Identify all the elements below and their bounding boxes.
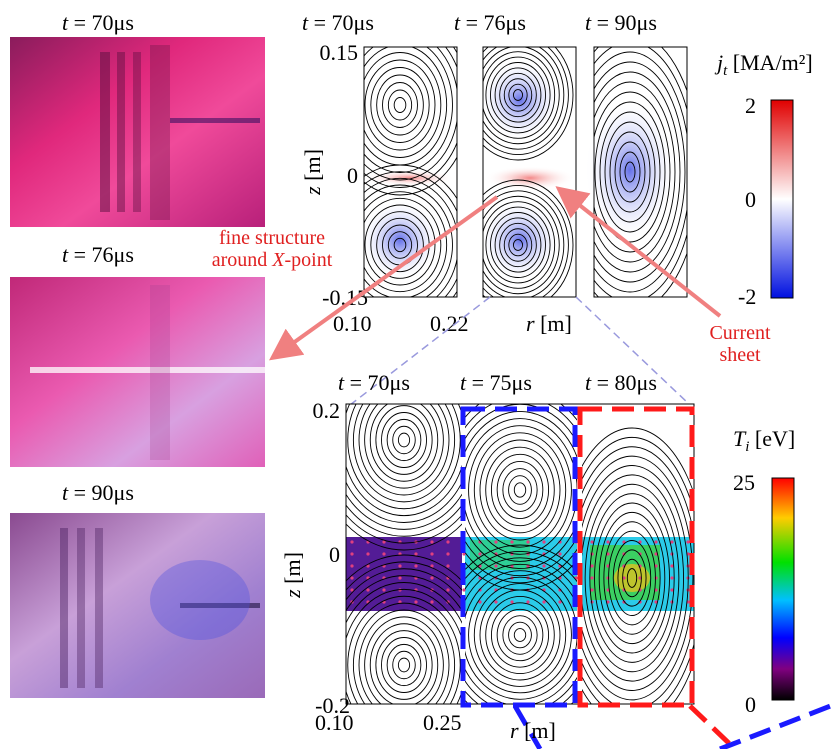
svg-text:t = 76μs: t = 76μs — [62, 242, 134, 267]
ti-colorbar-unit: [eV] — [749, 426, 795, 451]
photo-3-label-value: = 90μs — [68, 480, 134, 505]
jt-colorbar — [770, 99, 794, 299]
top-time-2-value: = 76μs — [460, 10, 526, 35]
photo-2-label-var: t — [62, 242, 69, 267]
photo-panel-2: t = 76μs — [10, 242, 265, 467]
box-75us — [460, 406, 578, 708]
current-sheet-glow — [30, 367, 265, 373]
svg-text:t = 80μs: t = 80μs — [585, 370, 657, 395]
top-panel: t = 70μs t = 76μs t = 90μs 0.15 0 -0.15 … — [300, 10, 813, 336]
jt-colorbar-sub: t — [723, 63, 728, 79]
bottom-ytick-mid: 0 — [329, 542, 340, 567]
top-ytick-mid: 0 — [347, 163, 358, 188]
ti-colorbar-tick-max: 25 — [733, 470, 755, 495]
ti-band-70us — [346, 537, 462, 611]
top-xtick-right: 0.22 — [430, 311, 469, 336]
top-xlabel-unit: [m] — [535, 311, 572, 336]
top-time-1-var: t — [302, 10, 309, 35]
svg-text:t = 90μs: t = 90μs — [585, 10, 657, 35]
box-80us — [577, 406, 695, 708]
photo-panel-3: t = 90μs — [10, 480, 265, 698]
photo-2-label-value: = 76μs — [68, 242, 134, 267]
svg-text:r [m]: r [m] — [510, 718, 556, 743]
top-ytick-top: 0.15 — [320, 40, 359, 65]
svg-text:t = 70μs: t = 70μs — [62, 10, 134, 35]
bottom-ytick-bottom: -0.2 — [315, 693, 350, 718]
jt-colorbar-tick-mid: 0 — [745, 187, 756, 212]
bottom-xlabel-unit: [m] — [519, 718, 556, 743]
bottom-time-2-var: t — [460, 370, 467, 395]
bottom-time-3-var: t — [585, 370, 592, 395]
svg-text:around X-point: around X-point — [212, 249, 333, 271]
photo-1-label-var: t — [62, 10, 69, 35]
svg-text:t = 75μs: t = 75μs — [460, 370, 532, 395]
bottom-xtick-right: 0.25 — [423, 710, 462, 735]
svg-text:t = 70μs: t = 70μs — [302, 10, 374, 35]
photo-3-label-var: t — [62, 480, 69, 505]
ti-colorbar-tick-min: 0 — [745, 692, 756, 717]
jt-colorbar-tick-min: -2 — [738, 284, 756, 309]
svg-text:z [m]: z [m] — [280, 552, 305, 599]
top-time-1-value: = 70μs — [308, 10, 374, 35]
annotation-fine-structure: fine structure around X-point — [212, 195, 499, 361]
arrow-fine-structure — [268, 195, 499, 361]
ti-colorbar-sub: i — [745, 439, 749, 455]
bottom-ytick-top: 0.2 — [313, 398, 341, 423]
jt-colorbar-unit: [MA/m²] — [727, 50, 812, 75]
jt-colorbar-tick-max: 2 — [745, 93, 756, 118]
photo-1-label-value: = 70μs — [68, 10, 134, 35]
top-xtick-left: 0.10 — [333, 311, 372, 336]
current-sheet-line-2: sheet — [719, 344, 761, 366]
current-sheet-line-1: Current — [709, 322, 771, 344]
svg-text:z [m]: z [m] — [300, 149, 325, 196]
ti-colorbar — [771, 477, 795, 701]
bottom-time-1-var: t — [338, 370, 345, 395]
top-ylabel-unit: [m] — [300, 149, 325, 186]
fine-structure-x: X — [271, 249, 285, 271]
fine-structure-line-2b: -point — [284, 249, 332, 271]
zoom-guide-left — [349, 296, 491, 406]
annotation-current-sheet: Current sheet — [555, 186, 771, 366]
plasma-photo-1 — [10, 37, 265, 227]
top-time-3-value: = 90μs — [591, 10, 657, 35]
fine-structure-line-1: fine structure — [219, 227, 325, 249]
bottom-xlabel-var: r — [510, 718, 519, 743]
bottom-ylabel-var: z — [280, 589, 305, 599]
top-ylabel-var: z — [300, 186, 325, 196]
bottom-ylabel-unit: [m] — [280, 552, 305, 589]
bottom-panel: t = 70μs t = 75μs t = 80μs 0.2 0 -0.2 z — [280, 370, 833, 749]
svg-text:jt [MA/m²]: jt [MA/m²] — [714, 50, 813, 79]
top-xlabel-var: r — [526, 311, 535, 336]
zoom-guide-right — [575, 296, 691, 406]
svg-text:t = 76μs: t = 76μs — [454, 10, 526, 35]
svg-text:t = 70μs: t = 70μs — [338, 370, 410, 395]
photo-panel-1: t = 70μs — [10, 10, 265, 227]
top-time-3-var: t — [585, 10, 592, 35]
ti-colorbar-var: T — [733, 426, 747, 451]
bottom-xtick-left: 0.10 — [315, 710, 354, 735]
top-time-2-var: t — [454, 10, 461, 35]
svg-text:t = 90μs: t = 90μs — [62, 480, 134, 505]
bottom-time-1-value: = 70μs — [344, 370, 410, 395]
fine-structure-line-2a: around — [212, 249, 273, 271]
arrow-current-sheet — [555, 186, 722, 318]
bottom-time-3-value: = 80μs — [591, 370, 657, 395]
bottom-time-2-value: = 75μs — [466, 370, 532, 395]
svg-text:Ti [eV]: Ti [eV] — [733, 426, 795, 455]
jt-colorbar-var: j — [714, 50, 723, 75]
svg-text:r [m]: r [m] — [526, 311, 572, 336]
